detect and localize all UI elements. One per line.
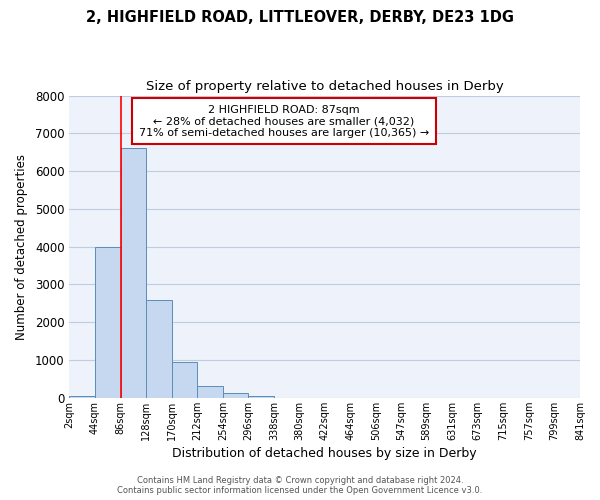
Bar <box>197 386 223 398</box>
Text: 2 HIGHFIELD ROAD: 87sqm
← 28% of detached houses are smaller (4,032)
71% of semi: 2 HIGHFIELD ROAD: 87sqm ← 28% of detache… <box>139 104 429 138</box>
Text: Contains HM Land Registry data © Crown copyright and database right 2024.
Contai: Contains HM Land Registry data © Crown c… <box>118 476 482 495</box>
X-axis label: Distribution of detached houses by size in Derby: Distribution of detached houses by size … <box>172 447 477 460</box>
Bar <box>95 246 121 398</box>
Bar <box>70 396 95 398</box>
Y-axis label: Number of detached properties: Number of detached properties <box>15 154 28 340</box>
Bar <box>223 393 248 398</box>
Bar <box>248 396 274 398</box>
Bar <box>172 362 197 398</box>
Bar <box>146 300 172 398</box>
Title: Size of property relative to detached houses in Derby: Size of property relative to detached ho… <box>146 80 503 93</box>
Bar <box>121 148 146 398</box>
Text: 2, HIGHFIELD ROAD, LITTLEOVER, DERBY, DE23 1DG: 2, HIGHFIELD ROAD, LITTLEOVER, DERBY, DE… <box>86 10 514 25</box>
